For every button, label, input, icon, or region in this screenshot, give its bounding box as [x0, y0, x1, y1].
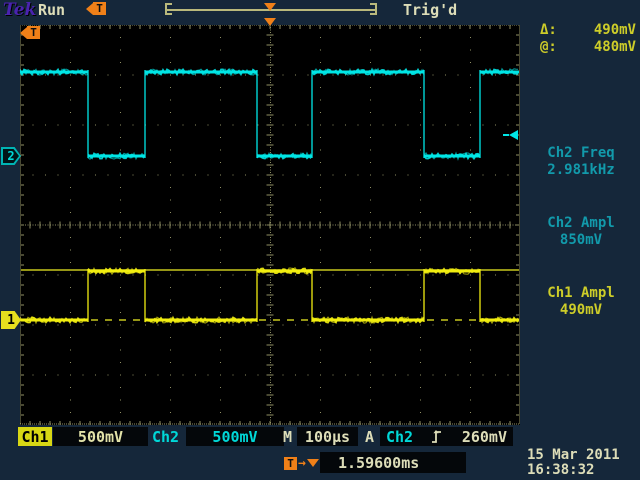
delay-time-readout: 1.59600ms [320, 452, 466, 473]
trigger-tag: A [365, 427, 375, 446]
measurement-ch1-ampl: Ch1 Ampl 490mV [522, 285, 640, 319]
cursor-position-label: @: [540, 39, 557, 55]
ch1-ground-marker: 1 [1, 311, 21, 329]
measurement-value: 490mV [559, 302, 603, 318]
trigger-level-marker-icon [503, 125, 518, 144]
cursor-delta-label: Δ: [540, 22, 557, 38]
left-arrow-icon [20, 26, 27, 39]
trigger-position-icon: T [86, 2, 106, 15]
time-display: 16:38:32 [527, 462, 595, 478]
down-triangle-icon [306, 459, 319, 467]
tek-logo: Tek [3, 0, 37, 20]
record-bar-right-bracket [370, 3, 377, 15]
ch2-scale-readout: 500mV [186, 427, 284, 446]
trigger-readout: Ch2 260mV [380, 427, 513, 446]
ch2-channel-tag: Ch2 [152, 427, 180, 446]
measurement-label: Ch2 Freq [547, 145, 615, 161]
measurement-value: 2.981kHz [547, 162, 615, 178]
date-display: 15 Mar 2011 [527, 447, 620, 463]
ch2-ground-marker: 2 [1, 147, 21, 165]
record-bar-left-bracket [165, 3, 172, 15]
timebase-readout: 100µs [297, 427, 358, 446]
trigger-time-marker-icon [264, 18, 276, 26]
trigger-t-icon: T [284, 456, 297, 470]
trigger-status: Trig'd [403, 1, 458, 19]
timebase-tag: M [283, 427, 293, 446]
measurement-value: 850mV [559, 232, 603, 248]
left-arrow-icon [509, 130, 518, 140]
readout-panel: Δ: 490mV @: 480mV Ch2 Freq 2.981kHz Ch2 … [522, 18, 640, 425]
left-arrow-icon [86, 2, 93, 15]
record-view-bar [165, 3, 377, 15]
ch1-scale-readout: 500mV [53, 427, 148, 446]
waveform-display [20, 25, 520, 425]
cursor-delta-value: 490mV [593, 22, 636, 38]
datetime-display: 15 Mar 2011 16:38:32 [527, 448, 639, 478]
trigger-t-icon: T [93, 2, 106, 15]
trigger-level-value: 260mV [461, 427, 507, 446]
cursor-position-value: 480mV [593, 39, 636, 55]
rising-edge-icon [432, 430, 442, 443]
trigger-t-icon: T [27, 26, 40, 39]
cursor-position-readout: @: 480mV [540, 39, 636, 55]
record-bar-trigger-marker-icon [264, 3, 276, 11]
ch1-channel-tag: Ch1 [18, 427, 52, 446]
acquisition-status: Run [38, 1, 66, 19]
ch2-ground-marker-label: 2 [3, 149, 19, 163]
status-bar: Ch1 500mV Ch2 500mV M 100µs A Ch2 260mV [0, 425, 640, 452]
measurement-ch2-ampl: Ch2 Ampl 850mV [522, 215, 640, 249]
trace-ch2 [20, 67, 519, 161]
measurement-ch2-freq: Ch2 Freq 2.981kHz [522, 145, 640, 179]
trigger-source: Ch2 [386, 427, 414, 446]
right-arrow-icon: → [298, 455, 306, 471]
trace-ch1 [20, 266, 519, 325]
delay-indicator: T → [284, 455, 319, 471]
trigger-level-tail [503, 134, 509, 136]
trigger-offscreen-icon: T [20, 26, 40, 39]
cursor-delta-readout: Δ: 490mV [540, 22, 636, 38]
graticule-grid [20, 25, 520, 425]
measurement-label: Ch2 Ampl [547, 215, 615, 231]
measurement-label: Ch1 Ampl [547, 285, 615, 301]
